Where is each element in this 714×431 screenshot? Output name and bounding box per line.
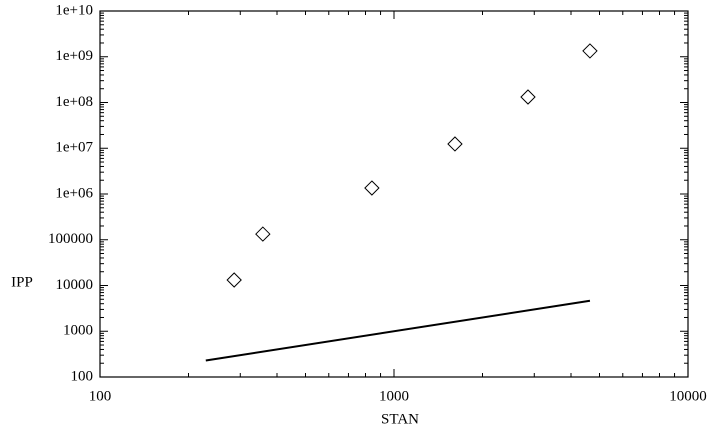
diamond-marker <box>447 136 463 152</box>
y-tick-label: 1000 <box>63 323 93 339</box>
x-tick-label: 1000 <box>379 388 409 404</box>
diamond-marker <box>364 180 380 196</box>
x-axis-label: STAN <box>381 411 419 427</box>
y-tick-label: 1e+07 <box>55 140 93 156</box>
y-tick-label: 100 <box>71 368 94 384</box>
diamond-marker <box>520 89 536 105</box>
diamond-marker <box>255 226 271 242</box>
y-tick-label: 1e+08 <box>55 94 93 110</box>
diamond-marker <box>582 43 598 59</box>
line <box>205 299 591 362</box>
plot-frame <box>99 10 689 378</box>
y-tick-label: 1e+09 <box>55 48 93 64</box>
y-tick-label: 1e+06 <box>55 185 93 201</box>
y-axis-label: IPP <box>11 274 33 290</box>
diamond-marker <box>226 272 242 288</box>
y-tick-label: 10000 <box>56 277 94 293</box>
x-tick-label: 10000 <box>669 388 707 404</box>
x-tick-label: 100 <box>89 388 112 404</box>
y-tick-label: 100000 <box>48 231 93 247</box>
y-tick-label: 1e+10 <box>55 2 93 18</box>
